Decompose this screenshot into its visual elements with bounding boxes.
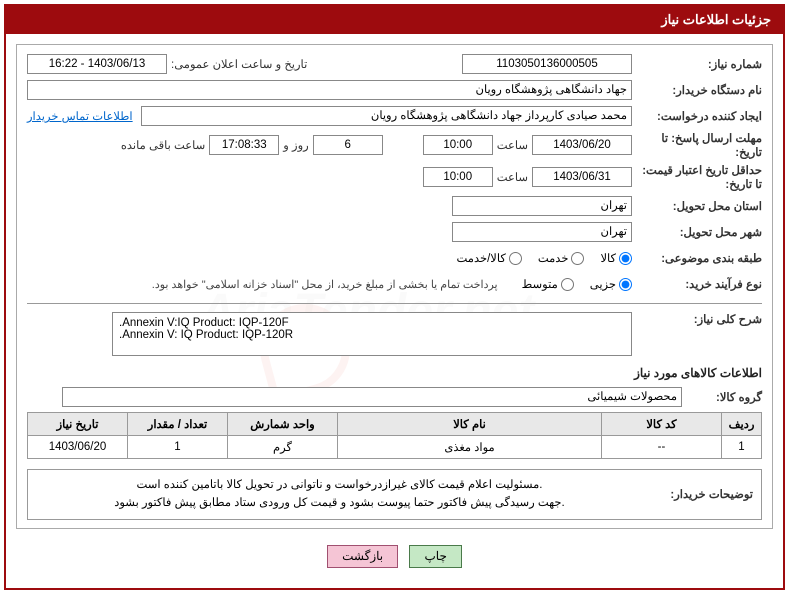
print-button[interactable]: چاپ [409,545,461,568]
deadline-date: 1403/06/20 [532,135,632,155]
remain-days: 6 [313,135,383,155]
deadline-label: مهلت ارسال پاسخ: تا تاریخ: [632,131,762,159]
separator [27,303,762,304]
cell-name: مواد مغذی [338,436,602,459]
province-value: تهران [452,196,632,216]
back-button[interactable]: بازگشت [327,545,398,568]
need-no-label: شماره نیاز: [632,57,762,71]
radio-minor-label: جزیی [590,277,616,291]
category-label: طبقه بندی موضوعی: [632,251,762,265]
radio-goods[interactable] [619,252,632,265]
notes-label: توضیحات خریدار: [643,487,753,501]
radio-minor[interactable] [619,278,632,291]
group-label: گروه کالا: [682,390,762,404]
cell-code: -- [602,436,722,459]
days-and-label: روز و [279,138,312,152]
table-row: 1 -- مواد مغذی گرم 1 1403/06/20 [28,436,762,459]
remain-suffix: ساعت باقی مانده [117,138,209,152]
th-date: تاریخ نیاز [28,413,128,436]
cell-qty: 1 [128,436,228,459]
city-value: تهران [452,222,632,242]
process-note: پرداخت تمام یا بخشی از مبلغ خرید، از محل… [152,278,498,291]
validity-time: 10:00 [423,167,493,187]
group-value: محصولات شیمیائی [62,387,682,407]
process-radio-group: جزیی متوسط [522,277,632,291]
table-header-row: ردیف کد کالا نام کالا واحد شمارش تعداد /… [28,413,762,436]
radio-service[interactable] [571,252,584,265]
radio-medium-label: متوسط [522,277,558,291]
time-label-2: ساعت [493,170,532,184]
details-panel: جزئیات اطلاعات نیاز شماره نیاز: 11030501… [4,4,785,590]
items-table: ردیف کد کالا نام کالا واحد شمارش تعداد /… [27,412,762,459]
radio-both[interactable] [509,252,522,265]
category-radio-group: کالا خدمت کالا/خدمت [457,251,633,265]
validity-date: 1403/06/31 [532,167,632,187]
requester-label: ایجاد کننده درخواست: [632,109,762,123]
need-no-value: 1103050136000505 [462,54,632,74]
announce-value: 1403/06/13 - 16:22 [27,54,167,74]
th-unit: واحد شمارش [228,413,338,436]
radio-service-label: خدمت [538,251,569,265]
th-row: ردیف [722,413,762,436]
items-section-title: اطلاعات کالاهای مورد نیاز [27,366,762,380]
requester-value: محمد صیادی کارپرداز جهاد دانشگاهی پژوهشگ… [141,106,632,126]
desc-line-2: .Annexin V: IQ Product: IQP-120R [119,329,625,341]
footer-buttons: چاپ بازگشت [16,535,773,578]
notes-line-2: .جهت رسیدگی پیش فاکتور حتما پیوست بشود و… [36,494,643,512]
announce-label: تاریخ و ساعت اعلان عمومی: [167,57,311,71]
city-label: شهر محل تحویل: [632,225,762,239]
deadline-time: 10:00 [423,135,493,155]
radio-goods-label: کالا [600,251,616,265]
cell-row: 1 [722,436,762,459]
notes-text: .مسئولیت اعلام قیمت کالای غیرازدرخواست و… [36,476,643,513]
th-code: کد کالا [602,413,722,436]
buyer-org-value: جهاد دانشگاهی پژوهشگاه رویان [27,80,632,100]
remain-time: 17:08:33 [209,135,279,155]
cell-unit: گرم [228,436,338,459]
radio-medium[interactable] [561,278,574,291]
radio-both-label: کالا/خدمت [457,251,506,265]
province-label: استان محل تحویل: [632,199,762,213]
validity-label: حداقل تاریخ اعتبار قیمت: تا تاریخ: [632,163,762,191]
buyer-org-label: نام دستگاه خریدار: [632,83,762,97]
process-label: نوع فرآیند خرید: [632,277,762,291]
contact-link[interactable]: اطلاعات تماس خریدار [27,109,133,123]
description-box[interactable]: .Annexin V:IQ Product: IQP-120F .Annexin… [112,312,632,356]
cell-date: 1403/06/20 [28,436,128,459]
time-label-1: ساعت [493,138,532,152]
panel-title: جزئیات اطلاعات نیاز [6,6,783,34]
desc-label: شرح کلی نیاز: [632,312,762,326]
desc-line-1: .Annexin V:IQ Product: IQP-120F [119,317,625,329]
buyer-notes-box: توضیحات خریدار: .مسئولیت اعلام قیمت کالا… [27,469,762,520]
notes-line-1: .مسئولیت اعلام قیمت کالای غیرازدرخواست و… [36,476,643,494]
th-qty: تعداد / مقدار [128,413,228,436]
th-name: نام کالا [338,413,602,436]
header-info-box: شماره نیاز: 1103050136000505 تاریخ و ساع… [16,44,773,529]
